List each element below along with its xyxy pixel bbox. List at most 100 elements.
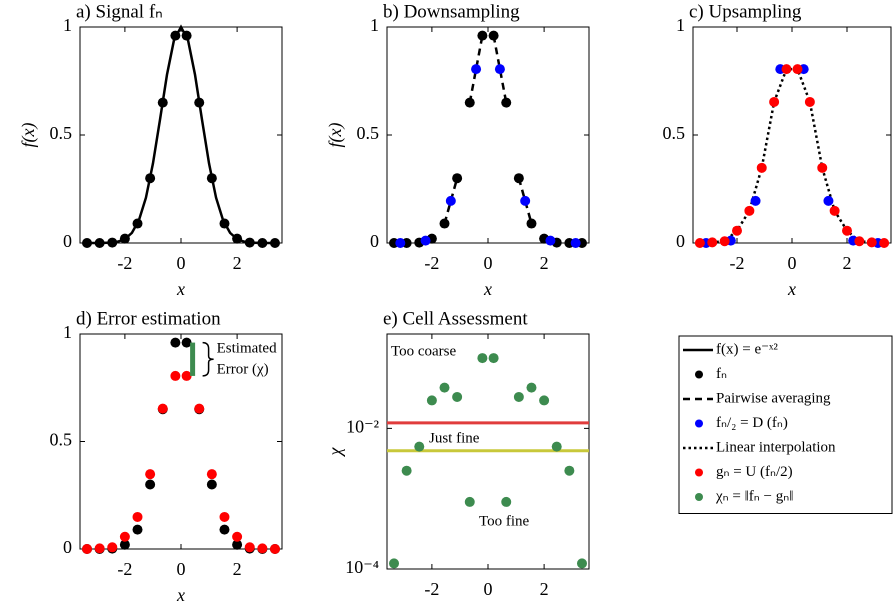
panel-title: e) Cell Assessment	[383, 308, 528, 329]
annotation: Estimated	[217, 341, 277, 357]
data-point	[464, 97, 475, 108]
data-point	[781, 64, 792, 75]
data-point	[732, 225, 742, 236]
data-point	[132, 511, 143, 522]
data-point	[513, 391, 524, 402]
data-point	[539, 395, 550, 406]
y-tick-label: 10⁻⁴	[345, 557, 379, 577]
y-tick-label: 0	[676, 231, 685, 251]
data-point	[445, 195, 456, 206]
x-tick-label: 0	[484, 253, 493, 273]
data-point	[194, 97, 205, 108]
panel-title: b) Downsampling	[383, 1, 520, 22]
legend-marker	[695, 370, 703, 379]
data-point	[719, 236, 730, 247]
legend-marker	[695, 493, 703, 501]
y-tick-label: 0	[63, 231, 72, 251]
data-point	[817, 162, 828, 173]
x-tick-label: 2	[540, 579, 549, 599]
x-tick-label: -2	[424, 579, 439, 599]
data-point	[206, 173, 217, 184]
panel-title: a) Signal fₙ	[76, 1, 163, 22]
y-tick-label: 0.5	[357, 123, 380, 143]
x-tick-label: 0	[177, 559, 186, 579]
data-point	[464, 496, 475, 507]
data-point	[181, 30, 192, 41]
x-tick-label: 2	[233, 559, 242, 579]
data-point	[219, 218, 230, 229]
x-tick-label: -2	[117, 253, 132, 273]
data-point	[694, 238, 705, 248]
data-point	[244, 237, 255, 248]
data-point	[181, 337, 192, 348]
y-tick-label: 0	[63, 537, 72, 557]
data-point	[501, 496, 512, 507]
y-tick-label: 10⁻²	[346, 417, 379, 437]
data-point	[576, 558, 587, 569]
x-tick-label: 2	[843, 253, 852, 273]
brace	[202, 341, 214, 377]
line-line	[89, 24, 273, 245]
data-point	[545, 235, 556, 246]
x-tick-label: 2	[540, 253, 549, 273]
data-point	[244, 542, 255, 553]
data-point	[401, 465, 412, 476]
axes-box	[79, 26, 283, 244]
axes-box	[692, 26, 892, 244]
data-point	[570, 238, 581, 248]
legend-label: Pairwise averaging	[716, 390, 831, 406]
data-point	[707, 237, 718, 248]
data-point	[879, 238, 890, 248]
data-point	[269, 544, 280, 554]
data-point	[823, 195, 834, 206]
data-point	[756, 162, 767, 173]
x-tick-label: -2	[424, 253, 439, 273]
x-tick-label: 0	[177, 253, 186, 273]
y-tick-label: 0.5	[50, 430, 73, 450]
x-axis-label: x	[483, 279, 492, 299]
y-axis-label: f(x)	[18, 123, 39, 148]
data-point	[488, 30, 499, 41]
data-point	[804, 96, 815, 107]
legend-box	[678, 335, 893, 514]
data-point	[107, 237, 118, 248]
data-point	[194, 403, 205, 414]
data-point	[206, 479, 217, 490]
data-point	[145, 469, 156, 480]
legend-marker	[695, 419, 703, 428]
x-tick-label: -2	[730, 253, 745, 273]
data-point	[420, 235, 431, 246]
data-point	[744, 205, 755, 216]
y-axis-label: χ	[325, 446, 345, 457]
x-tick-label: 2	[233, 253, 242, 273]
data-point	[132, 524, 143, 535]
data-point	[145, 479, 156, 490]
data-point	[452, 391, 463, 402]
data-point	[488, 353, 499, 364]
data-point	[513, 173, 524, 184]
data-point	[257, 543, 268, 554]
data-point	[526, 218, 537, 229]
data-point	[219, 511, 230, 522]
data-point	[471, 64, 482, 75]
data-point	[157, 97, 168, 108]
legend-label: Linear interpolation	[716, 439, 836, 455]
data-point	[132, 218, 143, 229]
data-point	[206, 469, 217, 480]
x-tick-label: -2	[117, 559, 132, 579]
data-point	[181, 370, 192, 381]
legend-marker	[695, 468, 703, 477]
x-axis-label: x	[787, 279, 796, 299]
data-point	[477, 30, 488, 41]
data-point	[564, 465, 575, 476]
data-point	[829, 205, 840, 216]
data-point	[170, 370, 181, 381]
y-tick-label: 0.5	[663, 123, 686, 143]
annotation: Too coarse	[391, 343, 457, 359]
data-point	[494, 64, 505, 75]
annotation: Too fine	[479, 513, 530, 529]
y-tick-label: 0.5	[50, 123, 73, 143]
data-point	[520, 195, 531, 206]
data-point	[94, 543, 105, 554]
